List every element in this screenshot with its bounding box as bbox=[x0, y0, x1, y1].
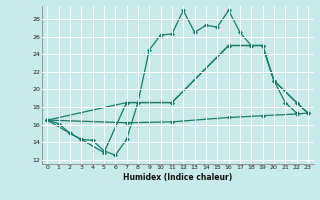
X-axis label: Humidex (Indice chaleur): Humidex (Indice chaleur) bbox=[123, 173, 232, 182]
